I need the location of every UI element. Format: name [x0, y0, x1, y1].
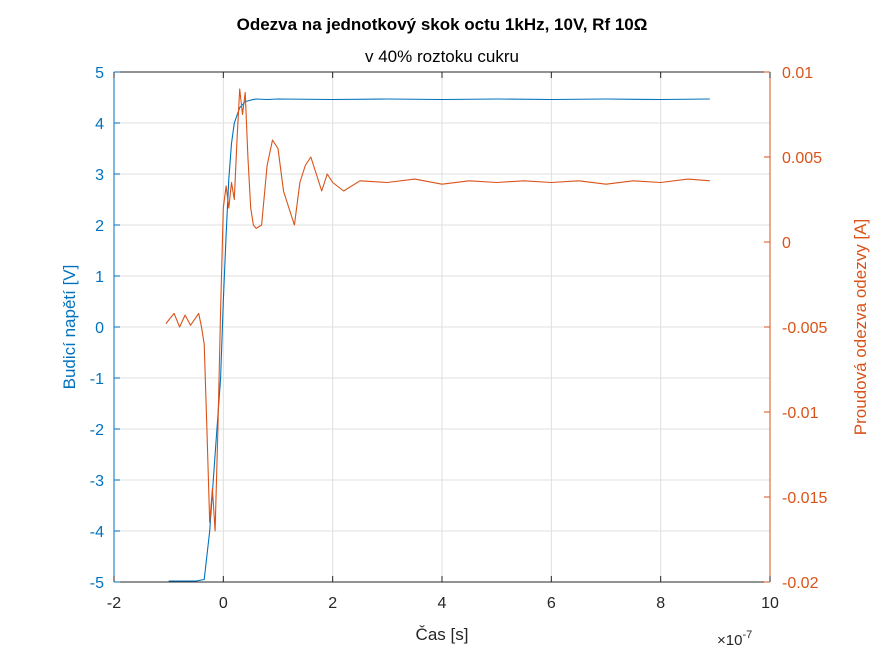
y-left-tick-label: -4 [90, 524, 104, 541]
y-right-tick-label: 0.01 [782, 65, 813, 82]
y-left-tick-label: 2 [95, 218, 104, 235]
chart-subtitle: v 40% roztoku cukru [365, 47, 519, 66]
x-axis-exponent-base: ×10 [717, 632, 742, 649]
y-left-tick-label: 5 [95, 65, 104, 82]
y-right-tick-label: -0.015 [782, 490, 827, 507]
x-tick-label: 8 [656, 595, 665, 612]
x-axis-label: Čas [s] [416, 625, 469, 644]
y-left-tick-label: 4 [95, 116, 104, 133]
y-right-tick-label: 0.005 [782, 150, 822, 167]
y-axis-right-label: Proudová odezva odezvy [A] [851, 219, 870, 435]
y-left-tick-label: -3 [90, 473, 104, 490]
x-tick-label: 4 [438, 595, 447, 612]
x-axis-exponent-power: -7 [742, 629, 752, 641]
chart-title: Odezva na jednotkový skok octu 1kHz, 10V… [237, 15, 648, 34]
y-right-tick-label: -0.02 [782, 575, 819, 592]
y-left-tick-label: 3 [95, 167, 104, 184]
x-tick-label: 6 [547, 595, 556, 612]
x-tick-label: -2 [107, 595, 121, 612]
series-layer [165, 88, 710, 582]
ticks-layer: -2 0 2 4 6 8 10543210-1-2-3-4-50.010.0050-0.00… [90, 65, 828, 612]
y-left-tick-label: 0 [95, 320, 104, 337]
y-right-tick-label: -0.01 [782, 405, 819, 422]
y-left-tick-label: -2 [90, 422, 104, 439]
y-right-tick-label: 0 [782, 235, 791, 252]
x-axis-exponent: ×10-7 [717, 629, 752, 649]
y-left-tick-label: 1 [95, 269, 104, 286]
y-left-tick-label: -1 [90, 371, 104, 388]
x-tick-label: 0 [219, 595, 228, 612]
x-tick-label: 10 [761, 595, 779, 612]
y-left-tick-label: -5 [90, 575, 104, 592]
x-tick-label: 2 [328, 595, 337, 612]
y-axis-left-label: Budicí napětí [V] [60, 265, 79, 390]
series-line-current [165, 88, 710, 532]
y-right-tick-label: -0.005 [782, 320, 827, 337]
